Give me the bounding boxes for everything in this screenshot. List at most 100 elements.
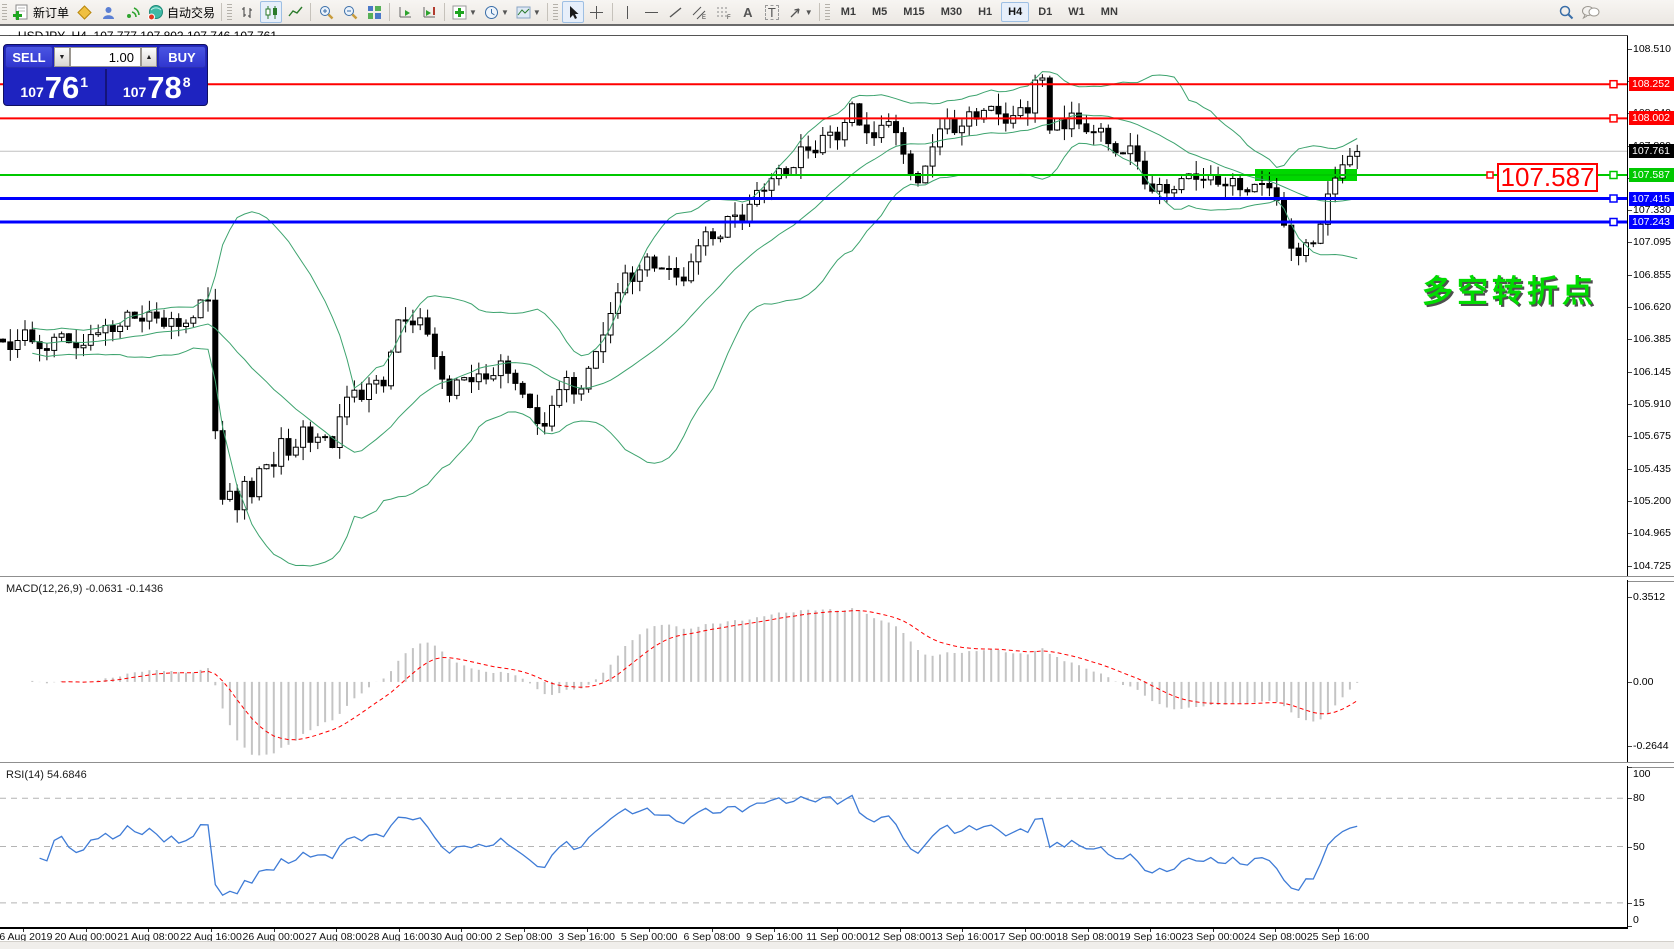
timeframe-button-M5[interactable]: M5: [872, 6, 888, 18]
arrows-button[interactable]: ▼: [785, 1, 815, 23]
indicators-button[interactable]: ▼: [449, 1, 479, 23]
tile-windows-button[interactable]: [363, 1, 385, 23]
rsi-tick-mark: [1628, 902, 1632, 904]
sell-price-big: 76: [44, 70, 80, 105]
line-handle[interactable]: [1609, 79, 1618, 89]
tile-windows-icon: [367, 5, 381, 19]
pane-top-border: [0, 35, 1628, 36]
search-button[interactable]: [1555, 1, 1577, 23]
cursor-button[interactable]: [561, 1, 584, 23]
macd-axis-tick: -0.2644: [1633, 740, 1669, 753]
price-tick-mark: [1628, 468, 1632, 470]
price-tick: 105.675: [1633, 430, 1671, 443]
crosshair-button[interactable]: [586, 1, 608, 23]
autoscroll-icon: [399, 6, 411, 17]
templates-button[interactable]: ▼: [513, 1, 543, 23]
channel-button[interactable]: E: [689, 1, 711, 23]
price-line-label: 108.252: [1629, 77, 1674, 92]
timeframe-button-M1[interactable]: M1: [840, 6, 856, 18]
line-handle[interactable]: [1609, 217, 1618, 227]
rsi-pane[interactable]: [0, 766, 1628, 927]
one-click-trading-panel: SELL ▼ 1.00 ▲ BUY 107 76 1 107 78 8: [3, 44, 208, 106]
dropdown-caret: ▼: [469, 7, 477, 17]
sell-button[interactable]: SELL: [5, 46, 53, 68]
time-label: 11 Sep 00:00: [806, 931, 868, 943]
trendline-button[interactable]: [665, 1, 687, 23]
horizontal-line-button[interactable]: [641, 1, 663, 23]
text-label-button[interactable]: T: [761, 1, 783, 23]
rsi-axis-tick: 0: [1633, 914, 1639, 926]
zoom-out-button[interactable]: [339, 1, 361, 23]
buy-price-prefix: 107: [122, 84, 147, 100]
zoom-in-button[interactable]: [315, 1, 337, 23]
price-tick: 107.095: [1633, 236, 1671, 249]
buy-price-sup: 8: [182, 74, 191, 90]
fibonacci-button[interactable]: F: [713, 1, 735, 23]
turning-point-text[interactable]: 多空转折点: [1422, 274, 1597, 309]
time-tick-mark: [1024, 929, 1026, 932]
toolbar-separator: [310, 3, 312, 21]
toolbar-grip[interactable]: [552, 4, 558, 20]
line-chart-button[interactable]: [284, 1, 306, 23]
rsi-line: [39, 794, 1358, 897]
macd-pane[interactable]: [0, 580, 1628, 762]
time-label: 18 Sep 08:00: [1056, 931, 1119, 943]
macd-tick-mark: [1628, 596, 1632, 598]
buy-price-big: 78: [147, 70, 182, 105]
volume-input[interactable]: 1.00: [70, 47, 141, 67]
price-tick-mark: [1628, 404, 1632, 406]
autotrading-label: 自动交易: [167, 5, 216, 20]
bar-chart-icon: [241, 6, 252, 18]
rsi-axis-tick: 50: [1633, 840, 1645, 853]
time-tick-mark: [1150, 929, 1152, 932]
callout-anchor-handle[interactable]: [1486, 171, 1494, 179]
time-label: 27 Aug 08:00: [305, 931, 368, 943]
timeframe-button-M15[interactable]: M15: [903, 6, 925, 18]
signals-button[interactable]: [121, 1, 143, 23]
volume-decrease-button[interactable]: ▼: [54, 47, 70, 67]
buy-button[interactable]: BUY: [158, 46, 206, 68]
line-handle[interactable]: [1609, 114, 1618, 123]
line-handle[interactable]: [1609, 170, 1618, 180]
bar-chart-button[interactable]: [236, 1, 258, 23]
candlestick-button[interactable]: [260, 1, 283, 23]
vertical-line-button[interactable]: [617, 1, 639, 23]
timeframe-button-W1[interactable]: W1: [1068, 6, 1085, 18]
price-callout-box[interactable]: 107.587: [1497, 163, 1598, 192]
new-order-button[interactable]: 新订单: [11, 1, 71, 23]
hosting-button[interactable]: [97, 1, 119, 23]
price-tick: 104.725: [1633, 559, 1671, 572]
dropdown-caret: ▼: [532, 7, 541, 17]
text-button[interactable]: A: [737, 1, 759, 23]
autotrading-button[interactable]: 自动交易: [145, 1, 217, 23]
status-strip: [0, 941, 1674, 949]
new-order-label: 新订单: [33, 5, 70, 20]
toolbar-grip[interactable]: [227, 4, 233, 20]
chart-shift-button[interactable]: [418, 1, 440, 23]
autoscroll-button[interactable]: [394, 1, 416, 23]
timeframe-button-M30[interactable]: M30: [940, 6, 963, 18]
periods-button[interactable]: ▼: [481, 1, 511, 23]
time-tick-mark: [148, 929, 150, 932]
sell-price-tile[interactable]: 107 76 1: [4, 69, 107, 105]
timeframe-button-H1[interactable]: H1: [978, 6, 993, 18]
toolbar-grip[interactable]: [2, 4, 7, 20]
time-label: 16 Aug 2019: [0, 931, 53, 943]
price-line-label: 107.415: [1629, 191, 1674, 206]
timeframe-button-MN[interactable]: MN: [1100, 6, 1118, 18]
toolbar-grip[interactable]: [824, 4, 830, 20]
time-tick-mark: [85, 929, 87, 932]
time-tick-mark: [461, 929, 463, 932]
volume-increase-button[interactable]: ▲: [141, 47, 157, 67]
timeframe-button-H4[interactable]: H4: [1001, 2, 1030, 22]
time-label: 23 Sep 00:00: [1181, 931, 1245, 943]
timeframe-button-D1[interactable]: D1: [1038, 6, 1053, 18]
line-handle[interactable]: [1609, 194, 1618, 203]
metaeditor-button[interactable]: [73, 1, 95, 23]
periods-icon: [484, 5, 498, 19]
main-price-pane[interactable]: [0, 36, 1628, 576]
bollinger-lower-band: [32, 142, 1358, 567]
zoom-out-icon: [343, 5, 357, 19]
buy-price-tile[interactable]: 107 78 8: [107, 69, 208, 105]
chat-button[interactable]: [1579, 1, 1602, 23]
